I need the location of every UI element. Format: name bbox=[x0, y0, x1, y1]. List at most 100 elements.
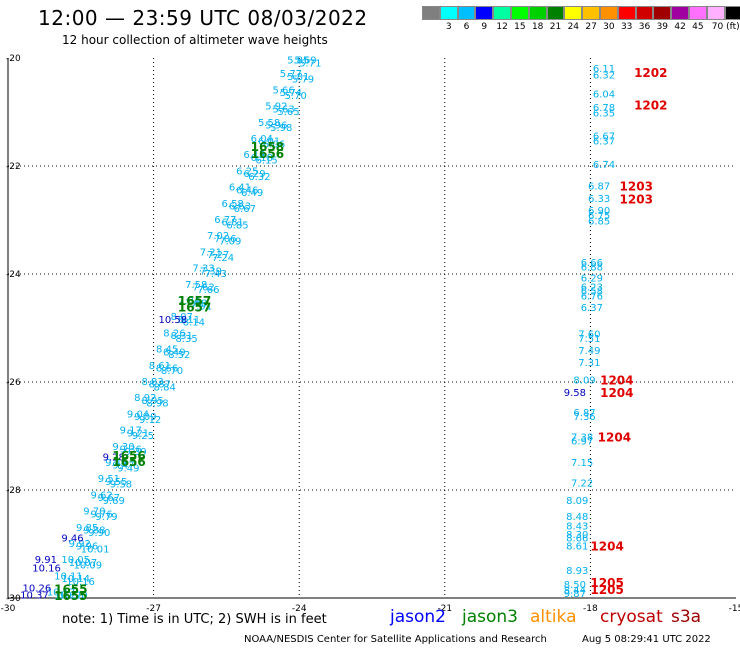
color-scale-label: 42 bbox=[674, 22, 686, 32]
track-time-label: 1656 bbox=[251, 147, 284, 161]
color-scale-label: 45 bbox=[692, 22, 704, 32]
data-point-label: 5.65 bbox=[277, 107, 299, 118]
color-swatch bbox=[439, 6, 458, 20]
color-swatch bbox=[582, 6, 600, 20]
data-point-label: 9.58 bbox=[564, 388, 586, 399]
color-swatch bbox=[617, 6, 636, 20]
data-point-label: 5.70 bbox=[285, 91, 307, 102]
data-point-label: 6.37 bbox=[593, 137, 615, 148]
data-point-label: 6.75 bbox=[588, 211, 610, 222]
color-swatch bbox=[510, 6, 529, 20]
color-swatch bbox=[564, 6, 583, 20]
data-point-label: 8.52 bbox=[168, 350, 190, 361]
footer-credit: NOAA/NESDIS Center for Satellite Applica… bbox=[244, 634, 547, 645]
data-point-label: 10.16 bbox=[66, 577, 95, 588]
data-point-label: 6.67 bbox=[234, 204, 256, 215]
data-point-label: 8.26 bbox=[163, 328, 185, 339]
data-point-label: 7.43 bbox=[205, 269, 227, 280]
x-tick-label: -18 bbox=[583, 604, 598, 614]
track-time-label: 1656 bbox=[112, 455, 145, 469]
data-point-label: 6.87 bbox=[573, 408, 595, 419]
data-point-label: 9.70 bbox=[83, 507, 105, 518]
data-point-label: 9.79 bbox=[95, 512, 117, 523]
data-point-label: 9.36 bbox=[120, 445, 142, 456]
data-point-label: 10.14 bbox=[61, 574, 90, 585]
data-point-label: 6.46 bbox=[236, 185, 258, 196]
data-point-label: 7.51 bbox=[578, 334, 600, 345]
data-point-label: 7.36 bbox=[573, 412, 595, 423]
color-scale-label: 15 bbox=[514, 22, 526, 32]
data-point-label: 6.63 bbox=[229, 202, 251, 213]
data-point-label: 6.06 bbox=[263, 139, 285, 150]
data-point-label: 7.02 bbox=[207, 231, 229, 242]
x-tick-label: -27 bbox=[146, 604, 161, 614]
data-point-label: 7.39 bbox=[200, 266, 222, 277]
data-point-label: 10.01 bbox=[81, 544, 110, 555]
data-point-label: 8.31 bbox=[171, 331, 193, 342]
chart-axes bbox=[7, 58, 736, 599]
data-point-label: 6.74 bbox=[593, 160, 615, 171]
footer-timestamp: Aug 5 08:29:41 UTC 2022 bbox=[582, 634, 711, 645]
data-point-label: 10.58 bbox=[158, 315, 187, 326]
color-swatch bbox=[635, 6, 654, 20]
data-point-label: 7.22 bbox=[571, 479, 593, 490]
color-scale-label: 21 bbox=[549, 22, 562, 32]
track-time-label: 1202 bbox=[634, 66, 667, 80]
track-time-label: 1203 bbox=[620, 180, 653, 194]
data-point-label: 8.95 bbox=[141, 396, 163, 407]
track-time-label: 1205 bbox=[590, 583, 623, 597]
track-time-label: 1655 bbox=[54, 589, 87, 603]
data-point-label: 5.98 bbox=[270, 123, 292, 134]
chart-title: 12:00 — 23:59 UTC 08/03/2022 bbox=[38, 6, 368, 30]
data-point-label: 7.91 bbox=[190, 301, 212, 312]
legend-item-jason3: jason3 bbox=[462, 607, 518, 627]
data-point-label: 9.46 bbox=[61, 534, 83, 545]
data-point-label: 9.25 bbox=[132, 431, 154, 442]
data-point-label: 10.26 bbox=[23, 583, 52, 594]
data-point-label: 6.58 bbox=[581, 286, 603, 297]
data-point-label: 8.66 bbox=[566, 534, 588, 545]
footer-note: note: 1) Time is in UTC; 2) SWH is in fe… bbox=[62, 612, 327, 627]
data-point-label: 10.05 bbox=[61, 555, 90, 566]
y-tick-label: -20 bbox=[6, 54, 21, 64]
axis-tick-labels: -30 -27 -24 -21 -18 -15 -20 -22 -24 -26 -28 -30 bbox=[1, 54, 740, 614]
track-time-label: 1205 bbox=[590, 576, 623, 590]
data-point-label: 6.97 bbox=[571, 436, 593, 447]
data-point-label: 5.63 bbox=[273, 104, 295, 115]
color-scale-label: 3 bbox=[445, 22, 452, 32]
data-point-label: 5.69 bbox=[294, 56, 316, 67]
data-point-label: 7.38 bbox=[571, 433, 593, 444]
color-swatch bbox=[475, 6, 494, 20]
data-point-label: 9.76 bbox=[91, 509, 113, 520]
color-swatch bbox=[653, 6, 672, 20]
color-swatch bbox=[724, 6, 740, 20]
data-point-label: 9.30 bbox=[112, 442, 134, 453]
data-point-label: 5.77 bbox=[280, 69, 302, 80]
data-point-label: 6.85 bbox=[226, 220, 248, 231]
data-point-label: 6.11 bbox=[593, 64, 615, 75]
x-tick-label: -21 bbox=[437, 604, 452, 614]
data-point-label: 8.93 bbox=[566, 566, 588, 577]
data-point-label: 6.88 bbox=[581, 263, 603, 274]
track-time-label: 1204 bbox=[600, 373, 633, 387]
data-point-label: 9.51 bbox=[98, 474, 120, 485]
data-point-label: 8.14 bbox=[183, 318, 205, 329]
color-scale-bar bbox=[422, 6, 740, 20]
data-point-label: 8.70 bbox=[161, 366, 183, 377]
y-tick-label: -28 bbox=[6, 486, 21, 496]
data-point-label: 8.09 bbox=[573, 375, 595, 386]
track-time-label: 1204 bbox=[598, 431, 631, 445]
data-point-label: 8.92 bbox=[134, 393, 156, 404]
x-tick-label: -24 bbox=[292, 604, 307, 614]
data-point-label: 9.17 bbox=[120, 426, 142, 437]
data-point-label: 10.16 bbox=[32, 563, 61, 574]
data-point-label: 9.28 bbox=[103, 453, 125, 464]
color-swatch bbox=[599, 6, 618, 20]
data-point-label: 7.88 bbox=[185, 299, 207, 310]
data-point-label: 6.58 bbox=[222, 199, 244, 210]
data-point-label: 8.07 bbox=[171, 312, 193, 323]
data-point-label: 6.15 bbox=[256, 156, 278, 167]
data-point-label: 6.67 bbox=[593, 131, 615, 142]
data-point-label: 8.50 bbox=[564, 580, 586, 591]
